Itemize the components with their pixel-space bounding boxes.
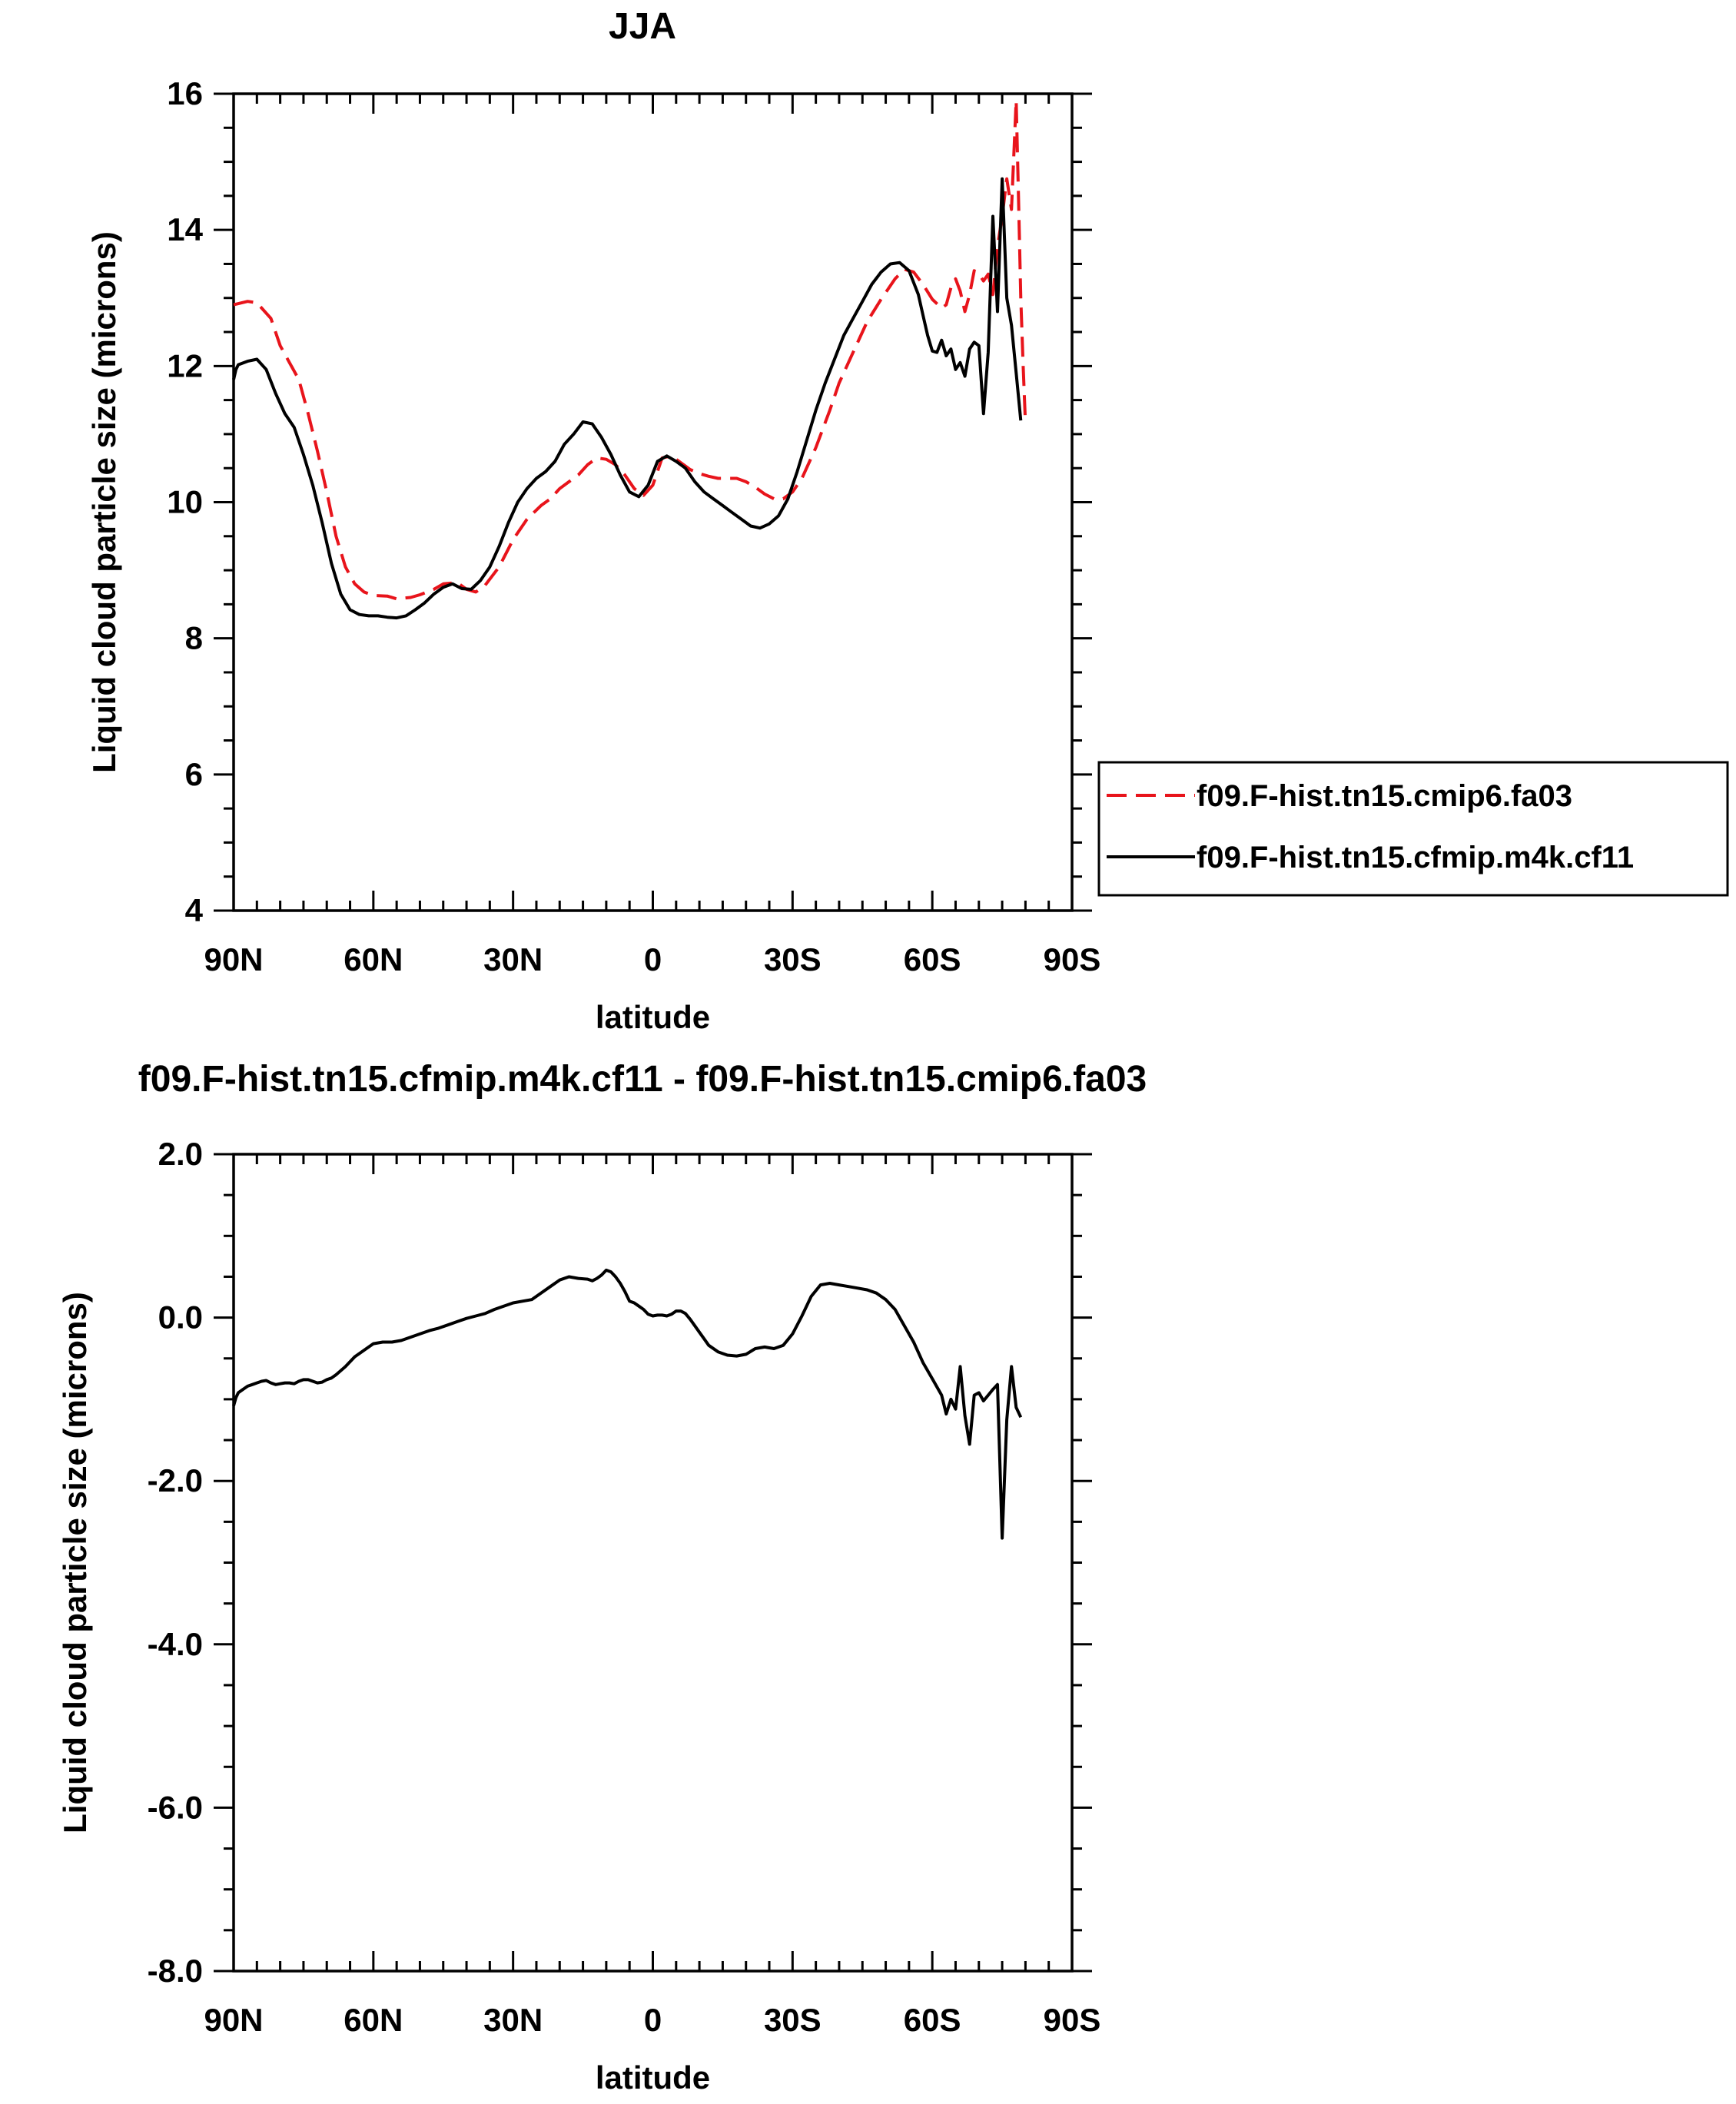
x-axis-label: latitude [596,999,710,1035]
y-tick-label: -4.0 [148,1626,203,1662]
y-tick-label: 8 [185,620,203,656]
x-tick-label: 0 [644,941,662,977]
x-tick-label: 90N [204,2002,263,2038]
x-tick-label: 90S [1044,2002,1101,2038]
top-panel: 90N 60N 30N 0 30S 60S 90S 4 6 8 10 12 14 16 latitude Li… [86,75,1100,1035]
x-tick-label: 90N [204,941,263,977]
plot-frame [232,92,1074,912]
y-axis-label: Liquid cloud particle size (microns) [57,1292,93,1834]
x-tick-label: 30S [764,941,822,977]
top-title: JJA [609,6,676,47]
legend: f09.F-hist.tn15.cmip6.fa03 f09.F-hist.tn… [1097,761,1729,897]
bottom-title: f09.F-hist.tn15.cfmip.m4k.cf11 - f09.F-h… [138,1059,1147,1100]
x-tick-label: 0 [644,2002,662,2038]
series-line-difference [232,1268,1023,1540]
y-tick-label: -2.0 [148,1462,203,1498]
x-tick-label: 60N [344,2002,403,2038]
y-tick-label: 0.0 [158,1299,203,1336]
y-tick-label: 4 [185,892,204,928]
y-tick-label: 10 [167,484,203,520]
x-tick-label: 30S [764,2002,822,2038]
y-tick-label: 16 [167,75,203,111]
y-tick-label: -8.0 [148,1953,203,1989]
plot-frame [232,1153,1074,1973]
x-tick-label: 30N [483,941,543,977]
x-tick-label: 90S [1044,941,1101,977]
y-tick-label: 6 [185,756,203,792]
y-tick-label: 2.0 [158,1136,203,1172]
x-tick-label: 60S [904,941,961,977]
legend-label-cf11: f09.F-hist.tn15.cfmip.m4k.cf11 [1197,841,1634,874]
y-tick-label: 12 [167,347,203,383]
bottom-panel: 90N 60N 30N 0 30S 60S 90S -8.0 -6.0 -4.0 -2.0 0.0 2.… [57,1136,1100,2096]
y-tick-label: -6.0 [148,1789,203,1825]
x-tick-label: 60N [344,941,403,977]
legend-label-fa03: f09.F-hist.tn15.cmip6.fa03 [1197,779,1572,813]
x-axis-label: latitude [596,2059,710,2096]
x-tick-label: 30N [483,2002,543,2038]
x-tick-label: 60S [904,2002,961,2038]
series-line-f09-f-hist-tn15-cmip6-fa03 [233,98,1027,601]
y-axis-label: Liquid cloud particle size (microns) [86,231,122,773]
series-line-f09-f-hist-tn15-cfmip-m4k-cf11 [232,177,1023,620]
y-tick-label: 14 [167,211,203,247]
legend-box [1097,761,1729,897]
